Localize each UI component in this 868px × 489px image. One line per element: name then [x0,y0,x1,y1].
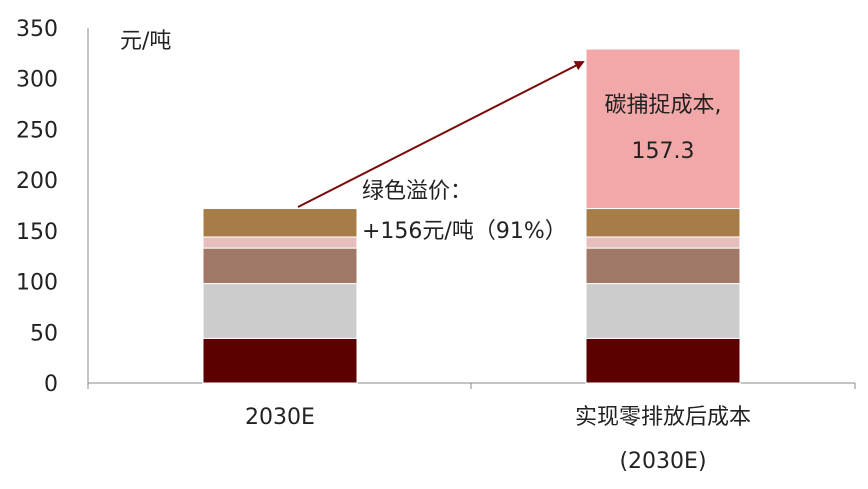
bar-segment [202,247,358,285]
capture-cost-label: 碳捕捉成本, [605,93,722,118]
bar-segment [202,236,358,249]
y-tick-label: 150 [16,220,58,245]
category-label-1: 2030E [245,405,315,430]
bar-segment [585,208,741,238]
y-tick-label: 350 [16,17,58,42]
bar-segment [585,236,741,249]
bar-segment [202,337,358,384]
bar-segment [585,283,741,339]
bar-segment [202,208,358,238]
premium-label-line2: +156元/吨（91%） [362,219,567,244]
bar-segment [202,283,358,339]
premium-label-line1: 绿色溢价： [362,179,472,204]
y-tick-label: 300 [16,68,58,93]
y-axis-unit-label: 元/吨 [120,29,171,54]
bar-segment [585,247,741,285]
y-tick-label: 100 [16,271,58,296]
y-tick-label: 0 [44,372,58,397]
capture-cost-value: 157.3 [632,139,695,164]
bars [202,48,741,384]
y-tick-label: 200 [16,169,58,194]
bar-segment [585,337,741,384]
category-label-2: 实现零排放后成本 [575,405,751,430]
y-tick-label: 50 [30,321,58,346]
category-sublabel-2: (2030E) [619,449,706,474]
y-tick-label: 250 [16,118,58,143]
premium-arrow [297,61,585,208]
y-tick-labels: 0 50 100 150 200 250 300 350 [16,17,58,397]
bar-segment [585,48,741,210]
